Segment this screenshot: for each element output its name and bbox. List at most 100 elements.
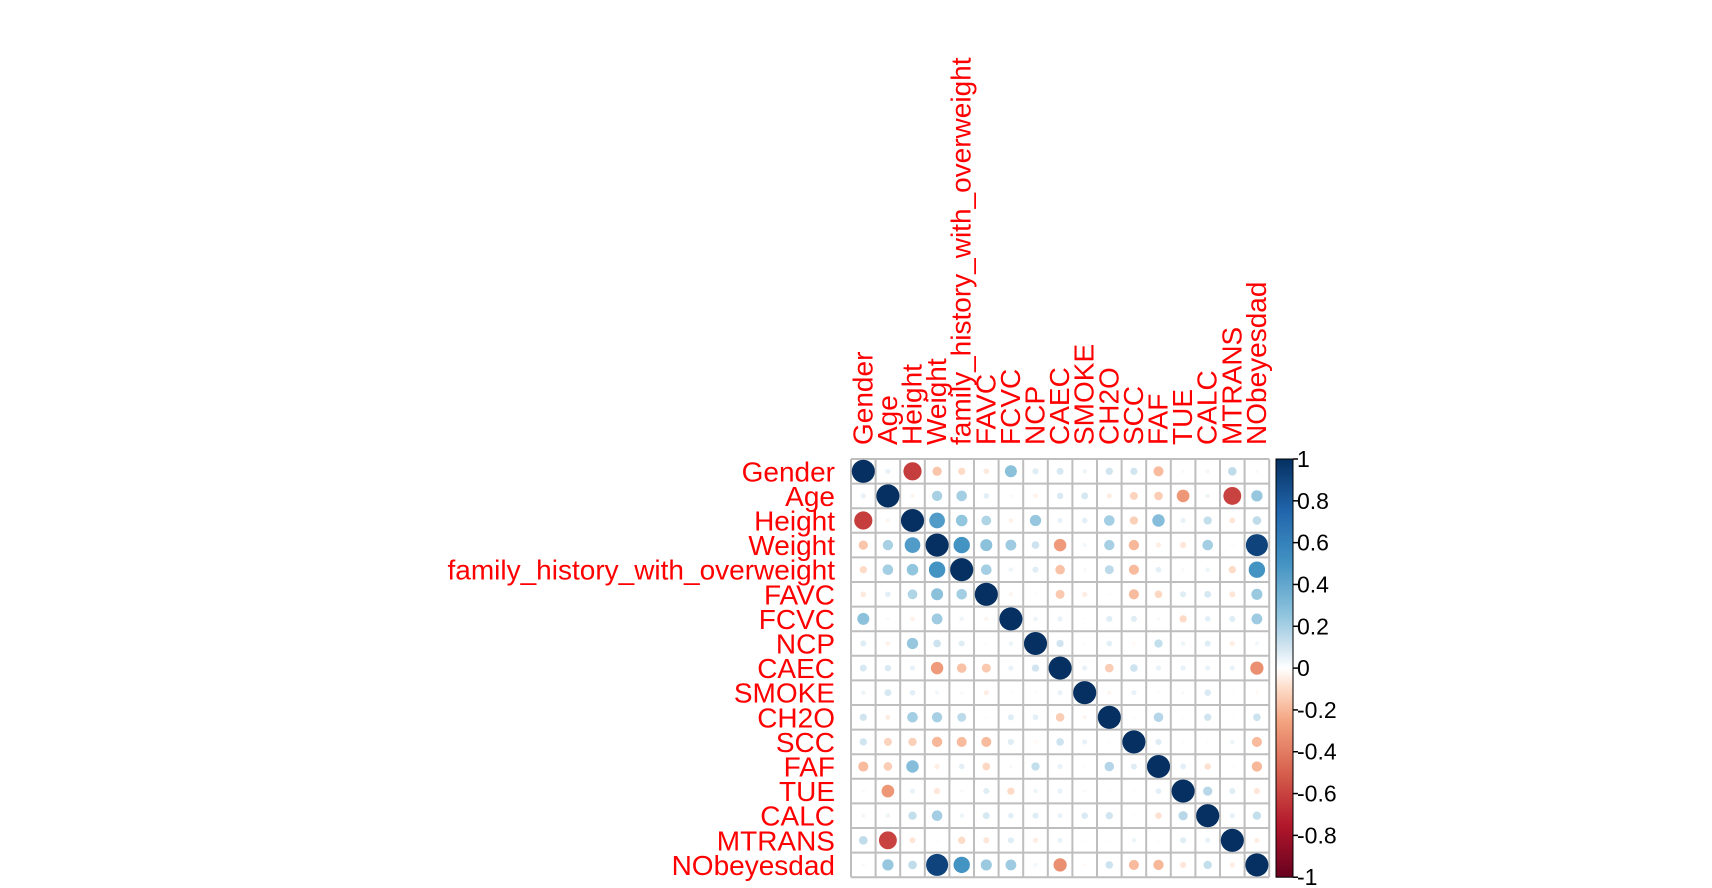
corr-circle-CH2O-FCVC — [1007, 714, 1014, 721]
corr-circle-SCC-NObeyesdad — [1251, 736, 1262, 747]
row-label: SMOKE — [734, 678, 835, 709]
corr-circle-CALC-FAVC — [982, 812, 990, 820]
corr-circle-Age-FCVC — [1009, 494, 1013, 498]
corr-circle-FCVC-MTRANS — [1229, 615, 1236, 622]
corr-circle-SMOKE-Weight — [935, 690, 940, 695]
corr-circle-FAF-NObeyesdad — [1251, 761, 1263, 772]
corr-circle-Age-FAF — [1154, 491, 1163, 501]
column-label: Height — [897, 364, 928, 445]
corr-circle-CH2O-CH2O — [1097, 705, 1121, 729]
corr-circle-NObeyesdad-SCC — [1128, 859, 1139, 870]
corr-circle-Weight-FAF — [1155, 542, 1162, 548]
colorbar-tick-label: 0.2 — [1297, 613, 1329, 639]
row-label: Height — [754, 506, 835, 537]
corr-circle-CALC-TUE — [1178, 811, 1188, 821]
row-label: CALC — [760, 801, 835, 832]
corr-circle-Height-NObeyesdad — [1252, 516, 1262, 525]
corr-circle-SMOKE-MTRANS — [1230, 691, 1234, 695]
corr-circle-CALC-FCVC — [1008, 812, 1014, 819]
corr-circle-SMOKE-NObeyesdad — [1255, 691, 1259, 695]
corr-circle-family_history_with_overweight-Weight — [928, 561, 946, 578]
corr-circle-MTRANS-NObeyesdad — [1254, 837, 1260, 843]
corr-circle-TUE-SCC — [1132, 789, 1136, 793]
corr-circle-NObeyesdad-CALC — [1203, 860, 1212, 870]
corr-circle-FCVC-FAF — [1156, 617, 1161, 621]
corr-circle-family_history_with_overweight-SMOKE — [1083, 568, 1087, 572]
corr-circle-Gender-Gender — [851, 459, 875, 483]
corr-circle-FCVC-CALC — [1204, 616, 1211, 622]
corr-circle-CH2O-FAVC — [984, 715, 988, 719]
corr-circle-FCVC-Weight — [931, 613, 943, 625]
corr-circle-MTRANS-TUE — [1180, 837, 1187, 844]
colorbar-tick-label: -0.4 — [1297, 739, 1337, 765]
corr-circle-SCC-FAVC — [981, 736, 992, 747]
corr-circle-Weight-FAVC — [980, 539, 993, 552]
corr-circle-Weight-Age — [882, 539, 894, 551]
corr-circle-NCP-NObeyesdad — [1254, 641, 1259, 646]
corr-circle-SMOKE-FCVC — [1009, 691, 1013, 695]
corr-circle-NCP-SMOKE — [1083, 641, 1087, 646]
corr-circle-Height-TUE — [1180, 517, 1186, 524]
corr-circle-family_history_with_overweight-Gender — [859, 566, 867, 574]
row-label: Gender — [742, 456, 835, 487]
corr-circle-CAEC-NObeyesdad — [1250, 661, 1264, 675]
column-label: Weight — [921, 358, 952, 445]
corr-circle-SMOKE-NCP — [1033, 691, 1038, 695]
corr-circle-CAEC-CALC — [1205, 665, 1211, 671]
corr-circle-Gender-SCC — [1130, 467, 1138, 475]
row-label: CH2O — [757, 702, 835, 733]
corr-circle-NCP-CAEC — [1056, 639, 1064, 648]
corr-circle-FCVC-Gender — [857, 612, 870, 625]
corr-circle-CAEC-family_history_with_overweight — [956, 663, 967, 673]
row-label: FCVC — [759, 604, 835, 635]
corr-circle-Age-SMOKE — [1081, 492, 1089, 500]
corr-circle-Height-SCC — [1129, 516, 1139, 525]
corr-circle-SCC-MTRANS — [1229, 739, 1235, 745]
corr-circle-TUE-Weight — [934, 788, 941, 795]
corr-circle-Age-Age — [876, 484, 900, 508]
corr-circle-MTRANS-Weight — [935, 838, 939, 842]
corr-circle-NObeyesdad-NObeyesdad — [1245, 853, 1269, 877]
corr-circle-TUE-TUE — [1171, 779, 1195, 803]
corr-circle-CALC-MTRANS — [1229, 813, 1235, 819]
corr-circle-FCVC-FCVC — [999, 607, 1023, 631]
corr-circle-Weight-NObeyesdad — [1245, 534, 1268, 557]
corr-circle-NCP-FAF — [1154, 639, 1163, 648]
corr-circle-NCP-SCC — [1132, 641, 1136, 646]
corr-circle-SCC-SCC — [1122, 730, 1146, 754]
colorbar-tick-label: 0.6 — [1297, 530, 1329, 556]
corr-circle-Gender-Age — [885, 468, 891, 474]
corr-circle-CAEC-SMOKE — [1082, 665, 1088, 671]
corr-circle-FAF-Height — [906, 760, 919, 773]
corr-circle-NCP-NCP — [1023, 631, 1048, 656]
corr-circle-FAF-FAF — [1146, 754, 1171, 779]
corr-circle-SMOKE-Height — [909, 689, 916, 696]
corr-circle-SCC-Age — [883, 737, 892, 746]
corr-circle-Weight-CALC — [1202, 539, 1213, 551]
corr-circle-TUE-Gender — [861, 789, 865, 793]
corr-circle-Weight-SCC — [1128, 539, 1140, 551]
corr-circle-Gender-SMOKE — [1082, 468, 1088, 474]
corr-circle-NCP-MTRANS — [1229, 640, 1235, 647]
corr-circle-CALC-CH2O — [1105, 812, 1113, 820]
colorbar: 1 0.8 0.6 0.4 0.2 0 -0.2 -0.4 -0.6 -0.8 -1 — [1275, 446, 1337, 888]
corr-circle-CH2O-CALC — [1204, 713, 1212, 721]
corr-circle-NCP-TUE — [1180, 641, 1186, 646]
corr-circle-Age-CH2O — [1106, 493, 1112, 499]
corr-circle-NObeyesdad-SMOKE — [1083, 863, 1087, 867]
corr-circle-FCVC-NCP — [1033, 616, 1038, 622]
corr-circle-NCP-Height — [906, 637, 919, 650]
column-label: MTRANS — [1216, 327, 1247, 445]
corr-circle-FAVC-MTRANS — [1229, 591, 1236, 598]
corr-circle-CALC-SCC — [1132, 814, 1136, 818]
corr-circle-family_history_with_overweight-FAF — [1155, 566, 1162, 573]
corr-circle-Height-Age — [885, 518, 890, 523]
corr-circle-Weight-Gender — [858, 540, 868, 550]
cell-layer — [851, 459, 1269, 877]
corr-circle-Age-NCP — [1033, 493, 1038, 499]
column-labels: GenderAgeHeightWeightfamily_history_with… — [847, 57, 1272, 445]
corr-circle-family_history_with_overweight-TUE — [1181, 568, 1185, 572]
corr-circle-SCC-FCVC — [1007, 738, 1014, 745]
row-label: Age — [785, 481, 835, 512]
corr-circle-CH2O-Age — [885, 714, 891, 720]
